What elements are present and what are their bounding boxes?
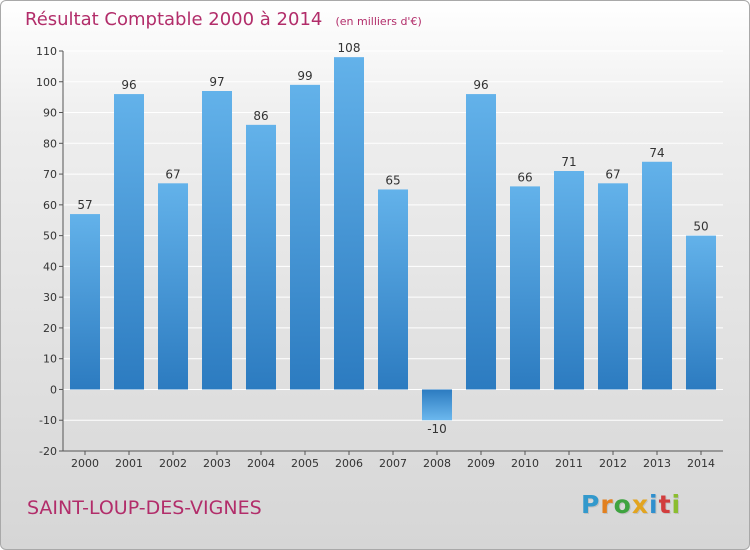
bar-2007 (378, 189, 408, 390)
bar-2000 (70, 214, 100, 390)
x-tick-label: 2003 (203, 457, 231, 470)
x-tick-label: 2002 (159, 457, 187, 470)
y-tick-label: 60 (43, 199, 57, 212)
bar-2012 (598, 183, 628, 390)
proxiti-logo: Proxiti (581, 490, 681, 519)
bar-2003 (202, 91, 232, 390)
bar-2006 (334, 57, 364, 390)
bar-2014 (686, 235, 716, 390)
y-tick-label: 80 (43, 137, 57, 150)
bars (70, 57, 716, 421)
value-label: -10 (427, 422, 447, 436)
x-tick-label: 2010 (511, 457, 539, 470)
x-tick-label: 2005 (291, 457, 319, 470)
value-label: 96 (121, 78, 136, 92)
value-label: 86 (253, 109, 268, 123)
bar-2002 (158, 183, 188, 390)
x-tick-label: 2001 (115, 457, 143, 470)
chart-title-block: Résultat Comptable 2000 à 2014 (en milli… (25, 9, 422, 30)
value-label: 97 (209, 75, 224, 89)
bar-2010 (510, 186, 540, 390)
value-label: 96 (473, 78, 488, 92)
y-tick-label: 20 (43, 322, 57, 335)
bar-2008 (422, 389, 452, 421)
logo-letter: i (671, 490, 682, 519)
x-tick-label: 2014 (687, 457, 715, 470)
x-tick-label: 2012 (599, 457, 627, 470)
value-label: 65 (385, 173, 400, 187)
y-tick-label: -10 (39, 414, 57, 427)
value-label: 66 (517, 170, 532, 184)
logo-letter: t (658, 490, 672, 519)
chart-title: Résultat Comptable 2000 à 2014 (25, 9, 323, 30)
value-label: 50 (693, 220, 708, 234)
y-tick-label: 40 (43, 260, 57, 273)
y-tick-label: 70 (43, 168, 57, 181)
logo-letter: i (649, 490, 659, 519)
axes: -20 -10 0 10 20 30 40 50 60 70 80 90 100 110 2000 2001 2… (36, 45, 723, 470)
logo-letter: x (631, 490, 649, 519)
x-tick-label: 2011 (555, 457, 583, 470)
value-label: 99 (297, 69, 312, 83)
bar-2011 (554, 171, 584, 390)
x-tick-label: 2007 (379, 457, 407, 470)
y-tick-label: 10 (43, 353, 57, 366)
value-label: 74 (649, 146, 664, 160)
value-labels: 57 96 67 97 86 99 108 65 -10 96 66 71 67 74 50 (77, 41, 708, 436)
bar-2005 (290, 84, 320, 390)
commune-name: SAINT-LOUP-DES-VIGNES (27, 497, 262, 519)
bar-2004 (246, 124, 276, 390)
value-label: 67 (165, 167, 180, 181)
y-tick-label: 90 (43, 107, 57, 120)
y-tick-label: 100 (36, 76, 57, 89)
x-tick-label: 2006 (335, 457, 363, 470)
y-tick-label: 0 (50, 383, 57, 396)
chart-unit-note: (en milliers d'€) (335, 15, 422, 28)
y-tick-label: -20 (39, 445, 57, 458)
y-tick-label: 110 (36, 45, 57, 58)
value-label: 71 (561, 155, 576, 169)
bar-2013 (642, 161, 672, 390)
x-tick-label: 2008 (423, 457, 451, 470)
y-tick-label: 50 (43, 230, 57, 243)
bar-2009 (466, 94, 496, 390)
x-tick-label: 2000 (71, 457, 99, 470)
value-label: 108 (338, 41, 361, 55)
logo-letter: o (613, 490, 632, 519)
logo-letter: P (581, 490, 601, 519)
y-tick-label: 30 (43, 291, 57, 304)
x-tick-label: 2009 (467, 457, 495, 470)
logo-letter: r (600, 490, 614, 519)
value-label: 57 (77, 198, 92, 212)
bar-2001 (114, 94, 144, 390)
x-tick-label: 2004 (247, 457, 275, 470)
x-tick-label: 2013 (643, 457, 671, 470)
value-label: 67 (605, 167, 620, 181)
